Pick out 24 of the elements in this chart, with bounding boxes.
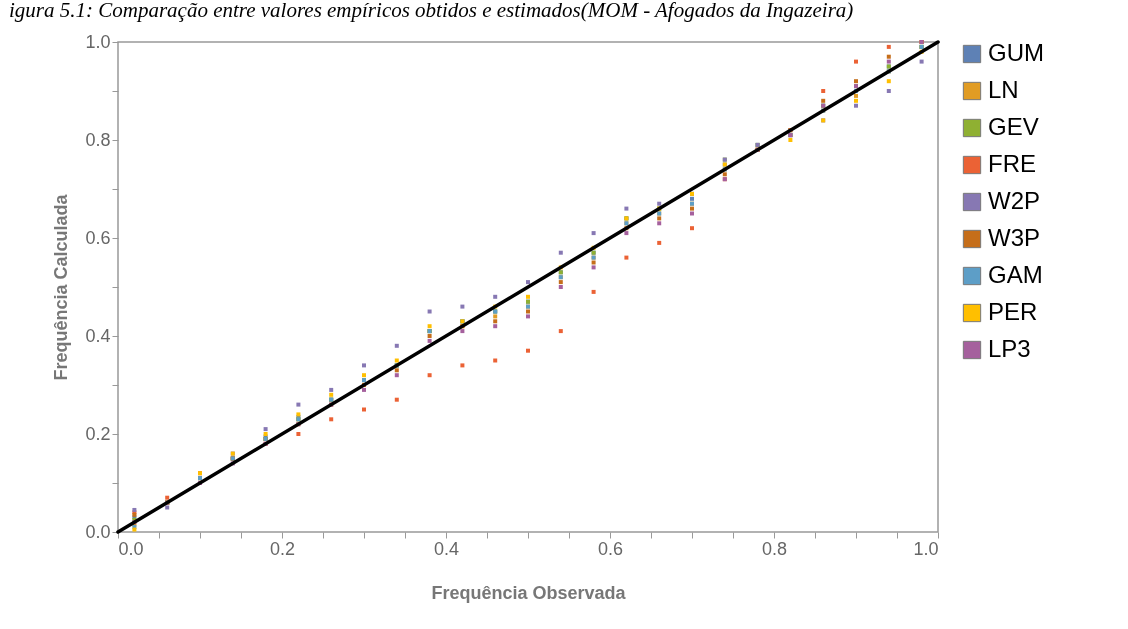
x-tick-label: 0.8 bbox=[761, 538, 788, 559]
y-tick-label: 0.6 bbox=[85, 227, 111, 248]
y-tick-label: 0.4 bbox=[85, 325, 111, 346]
y-tick-label: 0.2 bbox=[85, 423, 111, 444]
x-tick-label: 0.0 bbox=[118, 538, 144, 559]
y-axis-title: Frequência Calculada bbox=[51, 193, 72, 381]
y-tick-label: 0.8 bbox=[85, 129, 111, 150]
legend-label: FRE bbox=[988, 150, 1036, 177]
legend-label: W3P bbox=[988, 224, 1041, 251]
chart-title: igura 5.1: Comparação entre valores empíricos obtidos e estimados(MOM - Afogados da Ingazeira) bbox=[8, 0, 854, 22]
legend-label: LN bbox=[988, 76, 1019, 103]
y-tick-label: 1.0 bbox=[85, 31, 111, 52]
legend-label: GAM bbox=[988, 261, 1043, 288]
legend-label: LP3 bbox=[988, 335, 1031, 362]
x-tick-label: 0.2 bbox=[269, 538, 296, 559]
x-axis-title: Frequência Observada bbox=[431, 582, 627, 603]
legend-label: GEV bbox=[988, 113, 1039, 140]
legend-label: W2P bbox=[988, 187, 1041, 214]
y-tick-label: 0.0 bbox=[85, 521, 111, 542]
legend-label: PER bbox=[988, 298, 1038, 325]
x-tick-label: 0.6 bbox=[597, 538, 624, 559]
legend-label: GUM bbox=[988, 39, 1044, 66]
x-tick-label: 0.4 bbox=[433, 538, 460, 559]
x-tick-label: 1.0 bbox=[913, 538, 939, 559]
